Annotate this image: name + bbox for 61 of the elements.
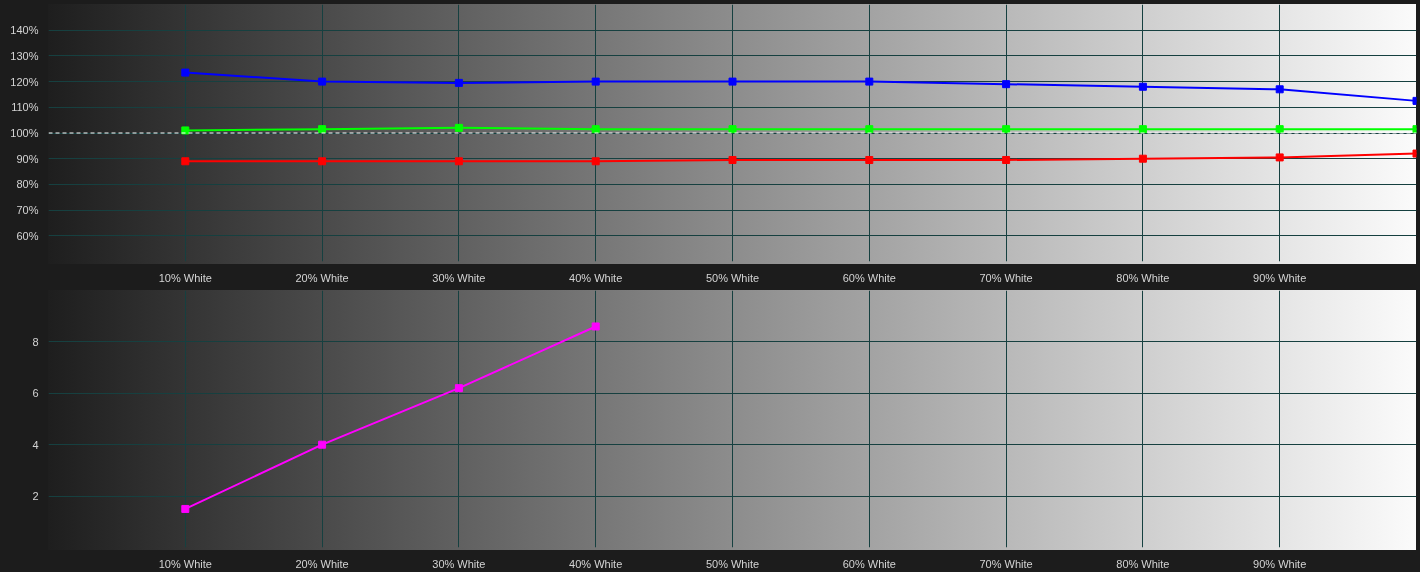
- point: [454, 384, 463, 393]
- point: [1275, 125, 1284, 134]
- x-tick-label: 50% White: [705, 557, 760, 570]
- point: [454, 157, 463, 166]
- y-tick-label: 130%: [10, 49, 39, 62]
- point: [181, 68, 190, 77]
- y-tick-label: 2: [32, 490, 39, 503]
- point: [591, 157, 600, 166]
- point: [181, 504, 190, 513]
- point: [1002, 155, 1011, 164]
- y-tick-label: 90%: [16, 152, 39, 165]
- point: [1275, 85, 1284, 94]
- x-tick-label: 20% White: [295, 557, 349, 570]
- y-tick-label: 70%: [16, 204, 39, 217]
- y-tick-label: 120%: [10, 75, 39, 88]
- y-tick-label: 110%: [11, 101, 39, 114]
- x-tick-label: 70% White: [979, 271, 1033, 284]
- x-tick-label: 10% White: [158, 271, 212, 284]
- x-tick-label: 30% White: [432, 271, 486, 284]
- point: [865, 155, 874, 164]
- y-tick-label: 140%: [10, 24, 39, 37]
- y-tick-label: 4: [32, 438, 39, 451]
- point: [591, 322, 600, 331]
- point: [1138, 154, 1147, 163]
- point: [865, 77, 874, 86]
- x-tick-label: 70% White: [979, 557, 1033, 570]
- x-tick-label: 60% White: [842, 557, 896, 570]
- x-tick-label: 80% White: [1116, 557, 1170, 570]
- point: [318, 125, 327, 134]
- point: [1138, 125, 1147, 134]
- point: [454, 123, 463, 132]
- point: [591, 125, 600, 134]
- x-tick-label: 80% White: [1116, 271, 1170, 284]
- y-tick-label: 80%: [16, 178, 39, 191]
- point: [1138, 82, 1147, 91]
- point: [454, 78, 463, 87]
- point: [318, 157, 327, 166]
- x-tick-label: 50% White: [705, 271, 760, 284]
- y-tick-label: 6: [32, 387, 39, 400]
- point: [1275, 153, 1284, 162]
- point: [591, 77, 600, 86]
- point: [318, 77, 327, 86]
- x-tick-label: 90% White: [1253, 271, 1307, 284]
- x-tick-label: 60% White: [842, 271, 896, 284]
- y-tick-label: 8: [32, 335, 39, 348]
- point: [728, 77, 737, 86]
- point: [728, 155, 737, 164]
- point: [728, 125, 737, 134]
- x-tick-label: 10% White: [158, 557, 212, 570]
- point: [181, 157, 190, 166]
- x-tick-label: 90% White: [1253, 557, 1307, 570]
- y-tick-label: 60%: [16, 229, 39, 242]
- x-tick-label: 40% White: [569, 271, 623, 284]
- x-tick-label: 20% White: [295, 271, 349, 284]
- point: [865, 125, 874, 134]
- x-tick-label: 30% White: [432, 557, 486, 570]
- y-tick-label: 100%: [10, 127, 39, 139]
- point: [1002, 125, 1011, 134]
- point: [1002, 80, 1011, 89]
- point: [318, 440, 327, 449]
- x-tick-label: 40% White: [569, 557, 623, 570]
